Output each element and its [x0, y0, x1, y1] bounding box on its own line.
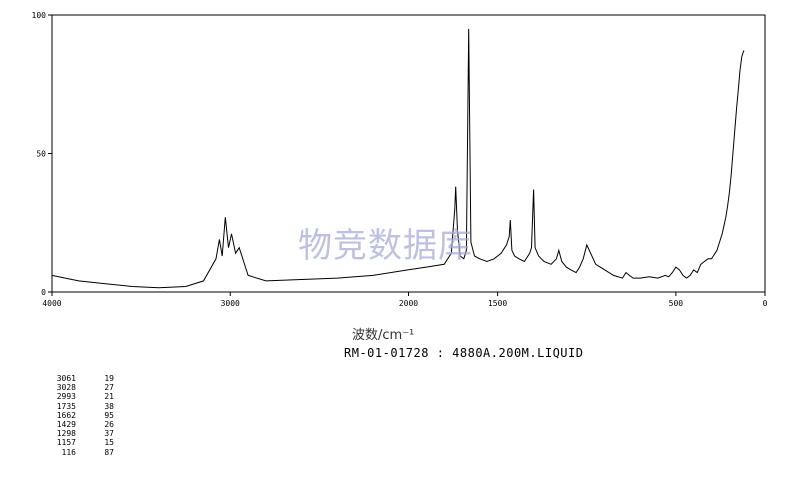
- peak-row: 3028 27: [44, 383, 114, 392]
- peak-row: 1157 15: [44, 438, 114, 447]
- x-tick-label: 500: [669, 299, 684, 308]
- peak-row: 1735 38: [44, 402, 114, 411]
- x-axis-ticks: 4000 3000 2000 1500 500 0: [42, 292, 768, 308]
- peak-intensity: 37: [104, 429, 114, 439]
- x-tick-label: 4000: [42, 299, 61, 308]
- peak-intensity: 27: [104, 383, 114, 393]
- peak-wavenumber: 1298: [56, 429, 76, 439]
- y-tick-label: 0: [41, 288, 46, 297]
- y-axis-ticks: 0 50 100: [32, 11, 52, 297]
- peak-wavenumber: 1429: [56, 420, 76, 430]
- peak-wavenumber: 116: [61, 447, 76, 457]
- peak-wavenumber: 1157: [56, 438, 76, 448]
- peak-table: 3061 19 3028 27 2993 21 1735 38 1662 95 1429 2…: [44, 374, 114, 457]
- y-tick-label: 50: [36, 150, 46, 159]
- peak-wavenumber: 3061: [56, 374, 76, 383]
- peak-wavenumber: 1735: [56, 401, 76, 411]
- x-tick-label: 1500: [488, 299, 507, 308]
- peak-wavenumber: 2993: [56, 392, 76, 402]
- x-tick-label: 3000: [221, 299, 240, 308]
- peak-wavenumber: 3028: [56, 383, 76, 393]
- y-tick-label: 100: [32, 11, 47, 20]
- peak-row: 2993 21: [44, 392, 114, 401]
- x-tick-label: 0: [763, 299, 768, 308]
- peak-row: 1298 37: [44, 429, 114, 438]
- peak-row: 116 87: [44, 448, 114, 457]
- peak-intensity: 95: [104, 410, 114, 420]
- peak-intensity: 21: [104, 392, 114, 402]
- spectrum-caption: RM-01-01728 : 4880A.200M.LIQUID: [344, 346, 584, 360]
- peak-row: 1662 95: [44, 411, 114, 420]
- peak-row: 3061 19: [44, 374, 114, 383]
- spectrum-chart: 0 50 100 4000 3000 2000 1500 500 0: [32, 11, 768, 308]
- x-tick-label: 2000: [399, 299, 418, 308]
- peak-row: 1429 26: [44, 420, 114, 429]
- peak-intensity: 19: [104, 374, 114, 383]
- peak-wavenumber: 1662: [56, 410, 76, 420]
- peak-intensity: 26: [104, 420, 114, 430]
- peak-intensity: 38: [104, 401, 114, 411]
- peak-intensity: 15: [104, 438, 114, 448]
- spectrum-series-line: [51, 28, 745, 289]
- x-axis-label: 波数/cm⁻¹: [352, 328, 415, 343]
- peak-intensity: 87: [104, 447, 114, 457]
- watermark-text: 物竞数据库: [298, 226, 473, 266]
